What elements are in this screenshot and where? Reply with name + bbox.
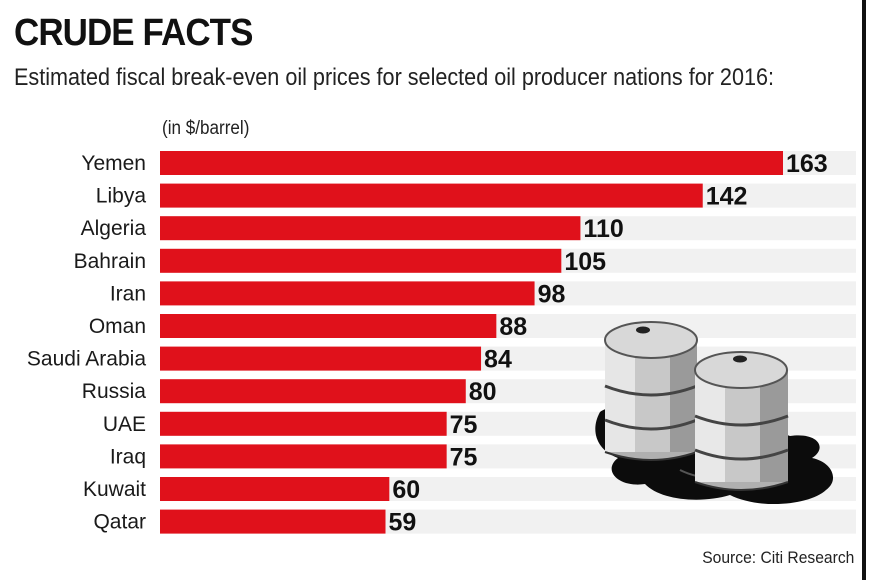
bar-bahrain: [160, 248, 562, 273]
value-label-iraq: 75: [450, 443, 478, 471]
bar-yemen: [160, 151, 783, 175]
value-label-uae: 75: [450, 411, 478, 439]
category-label-russia: Russia: [82, 380, 147, 403]
category-label-yemen: Yemen: [81, 152, 146, 175]
value-label-qatar: 59: [389, 509, 417, 537]
category-label-iran: Iran: [110, 282, 146, 305]
bar-saudi-arabia: [160, 346, 482, 371]
bar-algeria: [160, 216, 581, 241]
value-label-iran: 98: [538, 280, 566, 308]
value-label-saudi-arabia: 84: [484, 346, 512, 374]
bar-kuwait: [160, 477, 390, 501]
category-label-uae: UAE: [103, 413, 146, 436]
value-label-yemen: 163: [786, 150, 828, 178]
category-label-kuwait: Kuwait: [83, 478, 146, 501]
unit-label: (in $/barrel): [162, 118, 250, 139]
bar-libya: [160, 183, 703, 208]
value-label-bahrain: 105: [564, 248, 606, 276]
oil-barrels-spill-icon: [595, 321, 834, 505]
category-label-qatar: Qatar: [93, 511, 146, 534]
chart-title: CRUDE FACTS: [14, 12, 253, 54]
value-label-oman: 88: [499, 313, 527, 341]
bar-russia: [160, 379, 466, 404]
bars-layer: Yemen 163 Libya 142 Algeria 110 Bahrain 105 Iran…: [27, 150, 856, 537]
category-label-oman: Oman: [89, 315, 146, 338]
bar-iraq: [160, 444, 447, 469]
bar-iran: [160, 281, 535, 306]
value-label-kuwait: 60: [392, 476, 420, 504]
category-label-iraq: Iraq: [110, 445, 146, 468]
bar-qatar: [160, 509, 386, 534]
value-label-algeria: 110: [583, 215, 623, 243]
right-border-rule: [862, 0, 866, 580]
category-label-libya: Libya: [96, 185, 147, 208]
chart-subtitle: Estimated fiscal break-even oil prices f…: [14, 64, 774, 91]
value-label-russia: 80: [469, 378, 497, 406]
category-label-algeria: Algeria: [81, 217, 147, 240]
source-note: Source: Citi Research: [701, 548, 854, 567]
category-label-bahrain: Bahrain: [74, 250, 146, 273]
category-label-saudi-arabia: Saudi Arabia: [27, 348, 146, 371]
value-label-libya: 142: [706, 183, 748, 211]
bar-uae: [160, 411, 447, 436]
bar-oman: [160, 314, 497, 338]
